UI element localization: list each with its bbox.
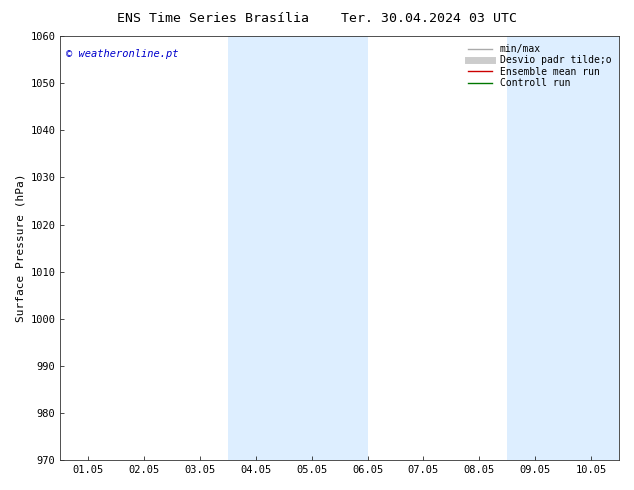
Bar bbox=[507, 36, 619, 460]
Y-axis label: Surface Pressure (hPa): Surface Pressure (hPa) bbox=[15, 174, 25, 322]
Bar bbox=[228, 36, 368, 460]
Text: © weatheronline.pt: © weatheronline.pt bbox=[66, 49, 179, 59]
Text: ENS Time Series Brasília    Ter. 30.04.2024 03 UTC: ENS Time Series Brasília Ter. 30.04.2024… bbox=[117, 12, 517, 25]
Legend: min/max, Desvio padr tilde;o, Ensemble mean run, Controll run: min/max, Desvio padr tilde;o, Ensemble m… bbox=[465, 41, 614, 91]
